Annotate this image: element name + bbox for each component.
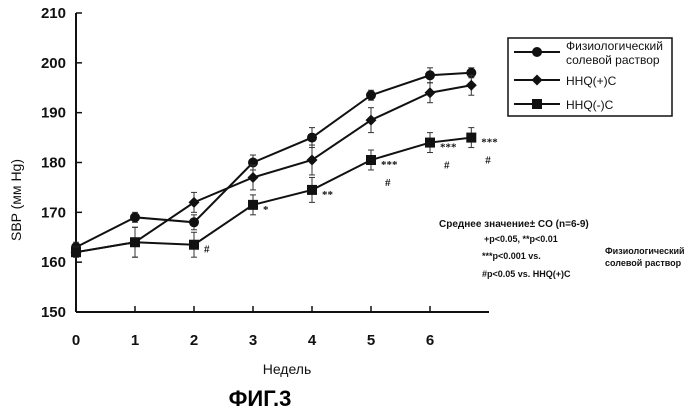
significance-label: * (263, 204, 269, 216)
x-tick-label: 2 (190, 332, 198, 349)
legend-marker (532, 99, 542, 109)
data-point (306, 154, 318, 166)
data-point (189, 239, 199, 250)
axes: 150 160 170 180 190 200 210 0 1 2 3 4 5 6 (41, 5, 489, 349)
series-line (75, 71, 472, 249)
y-tick-label: 170 (41, 204, 66, 221)
legend-marker (531, 74, 543, 86)
data-point (425, 137, 435, 148)
x-tick-label: 3 (249, 332, 257, 349)
legend-marker (532, 47, 542, 57)
significance-label: *** (440, 142, 457, 154)
significance-label: *** (381, 159, 398, 171)
legend-label: солевой раствор (566, 53, 660, 67)
data-point (71, 247, 81, 258)
series-layer: #******#***#***# (70, 67, 498, 258)
legend-label: HHQ(-)C (566, 98, 614, 112)
data-point (425, 70, 435, 81)
series-line (75, 136, 472, 254)
x-tick-label: 0 (72, 332, 80, 349)
y-tick-label: 180 (41, 155, 66, 172)
x-tick-label: 1 (131, 332, 139, 349)
data-point (130, 212, 140, 223)
series-circle (71, 67, 477, 253)
x-tick-label: 6 (426, 332, 434, 349)
y-tick-label: 210 (41, 5, 66, 22)
legend-label: Физиологический (566, 39, 663, 53)
data-point (130, 237, 140, 248)
y-tick-label: 200 (41, 55, 66, 72)
note-line-2: +p<0.05, **p<0.01 (484, 234, 558, 244)
note-line-4: #p<0.05 vs. HHQ(+)C (482, 269, 571, 279)
x-tick-label: 4 (308, 332, 317, 349)
significance-label: ** (322, 189, 334, 201)
significance-label: *** (481, 137, 498, 149)
series-square: #******#***#***# (71, 127, 498, 258)
y-axis-label: SBP (мм Hg) (8, 159, 24, 241)
note-line-3-group-2: солевой раствор (605, 258, 682, 268)
data-point (307, 132, 317, 143)
legend-box (507, 37, 673, 117)
y-tick-label: 190 (41, 105, 66, 122)
data-point (366, 155, 376, 166)
data-point (466, 132, 477, 143)
data-point (307, 184, 317, 195)
significance-label: # (385, 177, 391, 189)
legend-label: HHQ(+)C (566, 74, 617, 88)
x-axis-label: Недель (263, 361, 312, 377)
data-point (189, 217, 199, 228)
series-line (75, 84, 472, 254)
y-tick-label: 160 (41, 254, 66, 271)
data-point (424, 87, 436, 99)
figure-caption: ФИГ.3 (228, 386, 292, 411)
data-point (247, 171, 259, 183)
note-line-1: Среднее значение± CO (n=6-9) (439, 219, 589, 230)
y-tick-label: 150 (41, 304, 66, 321)
significance-label: # (204, 244, 210, 256)
significance-label: # (444, 160, 450, 172)
x-tick-label: 5 (367, 332, 375, 349)
significance-label: # (485, 155, 491, 167)
series-diamond (70, 74, 477, 258)
data-point (465, 79, 477, 91)
data-point (248, 199, 258, 210)
note-line-3-group-1: Физиологический (605, 246, 685, 256)
data-point (366, 90, 376, 101)
note-line-3: ***p<0.001 vs. (482, 251, 541, 261)
data-point (365, 114, 377, 126)
data-point (188, 196, 200, 208)
